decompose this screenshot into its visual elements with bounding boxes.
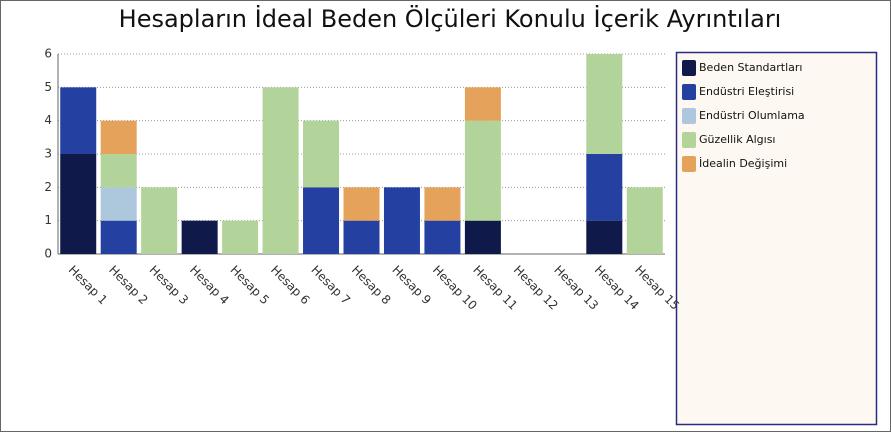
y-tick-label: 4: [44, 113, 52, 127]
bar-segment: [383, 187, 420, 254]
bar-segment: [626, 187, 663, 254]
y-tick-label: 1: [44, 213, 52, 227]
y-tick-label: 3: [44, 147, 52, 161]
y-tick-label: 0: [44, 247, 52, 261]
bar-segment: [343, 187, 380, 221]
y-tick-label: 2: [44, 180, 52, 194]
bar-segment: [303, 187, 340, 254]
legend-swatch: [682, 84, 696, 100]
bar-segment: [343, 220, 380, 254]
legend-box: [675, 51, 878, 426]
legend-label: İdealin Değişimi: [699, 157, 787, 170]
legend-swatch: [682, 132, 696, 148]
bar-segment: [586, 154, 623, 221]
legend-label: Endüstri Olumlama: [699, 109, 805, 122]
bar-segment: [424, 220, 461, 254]
bar-segment: [303, 120, 340, 188]
chart-title: Hesapların İdeal Beden Ölçüleri Konulu İ…: [119, 4, 782, 33]
bar-segment: [100, 220, 137, 254]
bar-segment: [222, 220, 259, 254]
legend-label: Güzellik Algısı: [699, 133, 775, 146]
legend-label: Beden Standartları: [699, 61, 802, 74]
bar-segment: [262, 87, 299, 254]
bar-segment: [464, 87, 501, 121]
bar-segment: [100, 120, 137, 154]
bar-segment: [586, 220, 623, 254]
bar-segment: [100, 154, 137, 188]
bar-segment: [100, 187, 137, 221]
y-tick-label: 5: [44, 80, 52, 94]
y-tick-label: 6: [44, 47, 52, 61]
bar-segment: [464, 120, 501, 221]
legend-swatch: [682, 156, 696, 172]
legend-label: Endüstri Eleştirisi: [699, 85, 794, 98]
bar-segment: [60, 87, 97, 154]
bar-segment: [464, 220, 501, 254]
bar-segment: [424, 187, 461, 221]
legend-swatch: [682, 60, 696, 76]
bar-segment: [60, 154, 97, 254]
legend-swatch: [682, 108, 696, 124]
bar-segment: [181, 220, 218, 254]
bar-segment: [586, 54, 623, 154]
bar-segment: [141, 187, 178, 254]
